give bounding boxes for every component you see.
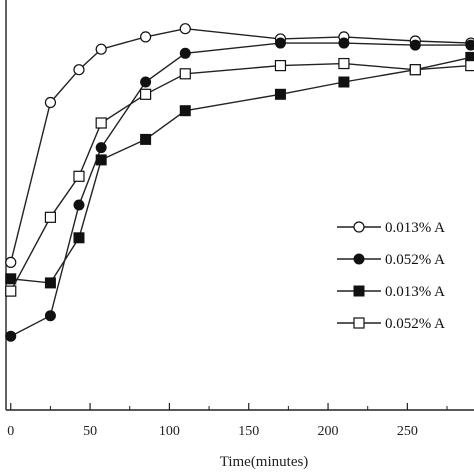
series-layer bbox=[5, 23, 474, 342]
x-tick-label: 150 bbox=[238, 424, 259, 439]
data-point bbox=[274, 88, 286, 100]
data-point bbox=[338, 76, 350, 88]
x-tick-label: 200 bbox=[318, 424, 339, 439]
series-line bbox=[10, 27, 471, 263]
data-point bbox=[274, 59, 287, 72]
legend-marker bbox=[353, 285, 365, 297]
legend-marker bbox=[353, 317, 365, 329]
legend-label: 0.052% A bbox=[385, 316, 445, 332]
data-point bbox=[338, 57, 350, 70]
data-point bbox=[179, 105, 191, 117]
data-point bbox=[5, 285, 17, 297]
legend-entry: 0.052% A bbox=[337, 252, 445, 268]
data-point bbox=[140, 76, 152, 88]
x-tick-label: 100 bbox=[159, 424, 180, 439]
data-point bbox=[179, 23, 191, 35]
series-4 bbox=[5, 57, 474, 297]
x-axis-title: Time(minutes) bbox=[220, 454, 309, 470]
legend-entry: 0.052% A bbox=[337, 316, 445, 332]
x-tick-label: 0 bbox=[7, 424, 14, 439]
data-point bbox=[140, 133, 152, 145]
data-point bbox=[5, 330, 17, 342]
series-1 bbox=[5, 23, 474, 268]
x-tick-label: 50 bbox=[83, 424, 97, 439]
data-point bbox=[95, 43, 107, 55]
data-point bbox=[274, 37, 286, 49]
legend-label: 0.052% A bbox=[385, 252, 445, 268]
data-point bbox=[409, 39, 421, 51]
data-point bbox=[73, 232, 85, 244]
series-3 bbox=[5, 51, 474, 289]
data-point bbox=[73, 199, 85, 211]
data-point bbox=[44, 211, 57, 223]
data-point bbox=[5, 256, 17, 268]
series-line bbox=[10, 62, 471, 292]
data-point bbox=[179, 68, 191, 80]
data-point bbox=[409, 64, 421, 76]
data-point bbox=[73, 170, 85, 182]
series-line bbox=[10, 56, 471, 284]
legend-label: 0.013% A bbox=[385, 220, 445, 236]
data-point bbox=[95, 142, 107, 154]
data-point bbox=[5, 273, 17, 285]
x-tick-label: 250 bbox=[397, 424, 418, 439]
data-point bbox=[338, 37, 350, 49]
data-point bbox=[44, 96, 57, 109]
axes: 0 50 100 150 200 250 bbox=[5, 0, 474, 439]
data-point bbox=[179, 47, 191, 59]
data-point bbox=[95, 154, 107, 166]
data-point bbox=[73, 64, 85, 76]
legend-entry: 0.013% A bbox=[337, 284, 445, 300]
legend-marker bbox=[353, 253, 365, 265]
data-point bbox=[465, 39, 474, 51]
legend: 0.013% A 0.052% A 0.013% A 0.052% A bbox=[337, 220, 445, 332]
data-point bbox=[140, 31, 152, 43]
legend-entry: 0.013% A bbox=[337, 220, 445, 236]
data-point bbox=[140, 88, 152, 100]
data-point bbox=[44, 277, 56, 289]
legend-label: 0.013% A bbox=[385, 284, 445, 300]
data-point bbox=[44, 310, 56, 322]
legend-marker bbox=[353, 221, 365, 233]
data-point bbox=[95, 117, 107, 129]
data-point bbox=[465, 59, 474, 72]
